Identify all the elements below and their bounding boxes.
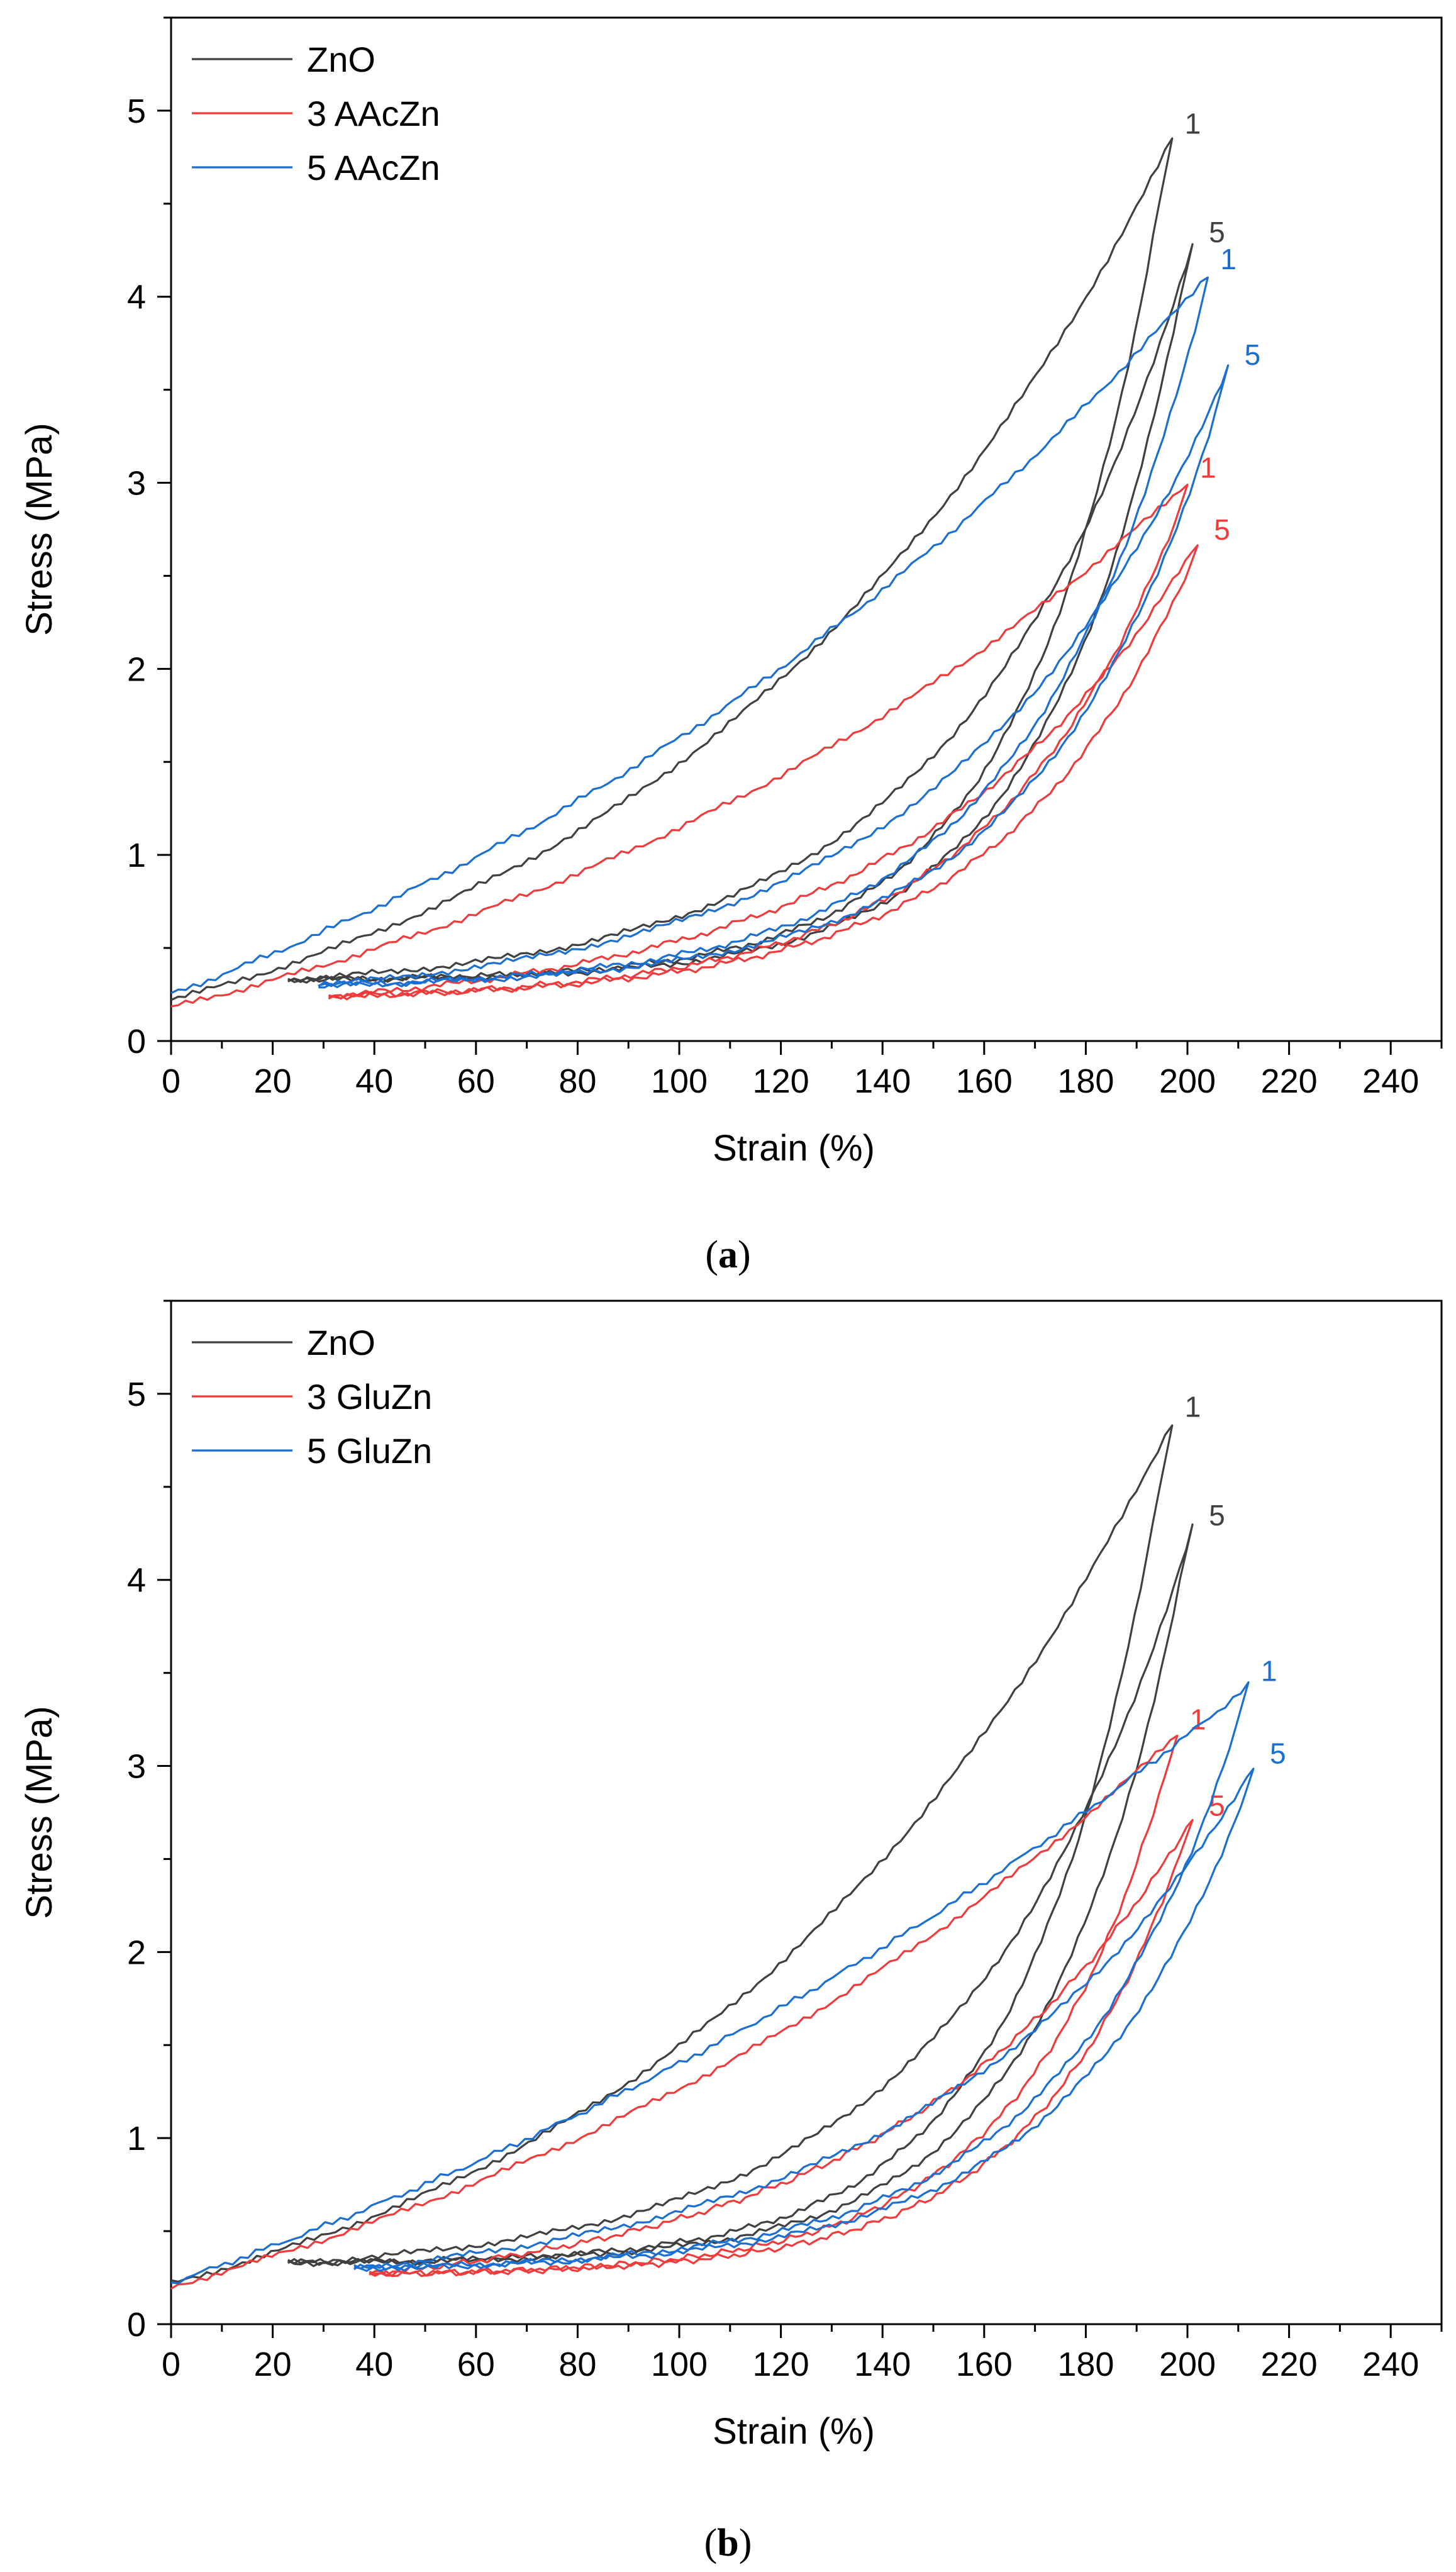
x-tick-label: 20 <box>254 1062 292 1100</box>
panel-a: 0 20 40 60 80 100 120 140 160 180 200 220 240 0 1 2 3 4 5 S… <box>0 0 1456 1283</box>
x-axis-label: Strain (%) <box>713 1128 875 1169</box>
x-tick-label: 120 <box>753 2346 809 2383</box>
x-tick-label: 60 <box>457 1062 495 1100</box>
x-tick-label: 0 <box>162 2346 181 2383</box>
x-tick-label: 100 <box>651 2346 708 2383</box>
panel-b: 0 20 40 60 80 100 120 140 160 180 200 220 240 0 1 2 3 4 5 S… <box>0 1283 1456 2572</box>
cycle-label: 1 <box>1261 1654 1277 1687</box>
y-tick-label: 2 <box>127 1934 146 1971</box>
series-line-5-gluzn-cycle-5 <box>353 1768 1255 2272</box>
panel-caption-a: (a) <box>705 1233 751 1276</box>
x-tick-label: 200 <box>1159 2346 1216 2383</box>
y-axis-label: Stress (MPa) <box>19 1706 60 1918</box>
y-tick-label: 3 <box>127 1748 146 1786</box>
x-tick-label: 0 <box>162 1062 181 1100</box>
x-tick-label: 220 <box>1261 2346 1318 2383</box>
x-axis-label: Strain (%) <box>713 2411 875 2452</box>
y-tick-label: 2 <box>127 650 146 688</box>
legend-label: 3 GluZn <box>307 1377 432 1417</box>
x-tick-label: 100 <box>651 1062 708 1100</box>
x-tick-label: 80 <box>559 1062 596 1100</box>
series-line-3-gluzn-cycle-1 <box>170 1734 1179 2290</box>
series-line-zno-cycle-1 <box>170 137 1174 1001</box>
series-line-3-aaczn-cycle-5 <box>328 544 1199 1000</box>
x-tick-label: 40 <box>355 1062 393 1100</box>
x-tick-label: 80 <box>559 2346 596 2383</box>
legend-label: ZnO <box>307 1323 375 1362</box>
series-line-5-aaczn-cycle-1 <box>170 276 1209 994</box>
x-tick-label: 140 <box>854 1062 911 1100</box>
y-tick-label: 5 <box>127 92 146 130</box>
y-tick-label: 4 <box>127 1562 146 1600</box>
series-line-3-aaczn-cycle-1 <box>170 483 1189 1008</box>
y-tick-label: 0 <box>127 2306 146 2344</box>
legend-label: 5 GluZn <box>307 1431 432 1471</box>
y-tick-label: 5 <box>127 1376 146 1413</box>
x-tick-label: 160 <box>956 1062 1013 1100</box>
legend-label: ZnO <box>307 40 375 79</box>
chart-b: 0 20 40 60 80 100 120 140 160 180 200 220 240 0 1 2 3 4 5 S… <box>19 1300 1443 2452</box>
series-line-5-gluzn-cycle-1 <box>170 1681 1250 2285</box>
legend-label: 3 AAcZn <box>307 94 440 133</box>
x-tick-label: 40 <box>355 2346 393 2383</box>
x-tick-label: 200 <box>1159 1062 1216 1100</box>
cycle-label: 5 <box>1270 1737 1286 1770</box>
y-tick-label: 4 <box>127 279 146 316</box>
cycle-label: 1 <box>1200 452 1216 484</box>
cycle-label: 5 <box>1245 338 1261 371</box>
series-line-zno-cycle-5 <box>287 243 1194 984</box>
cycle-label: 1 <box>1185 1390 1201 1423</box>
series-line-zno-cycle-1 <box>170 1424 1174 2283</box>
cycle-label: 1 <box>1185 107 1201 140</box>
series-line-5-aaczn-cycle-5 <box>318 364 1230 988</box>
plot-frame <box>170 1300 1443 2325</box>
cycle-label: 5 <box>1209 1499 1225 1532</box>
plot-frame <box>170 16 1443 1042</box>
x-tick-label: 180 <box>1057 1062 1114 1100</box>
cycle-label: 1 <box>1220 243 1236 276</box>
cycle-label: 5 <box>1209 216 1225 248</box>
y-tick-label: 1 <box>127 2120 146 2157</box>
x-tick-label: 180 <box>1057 2346 1114 2383</box>
panel-caption-b: (b) <box>704 2522 752 2564</box>
y-tick-label: 3 <box>127 465 146 503</box>
y-tick-label: 1 <box>127 837 146 874</box>
x-tick-label: 240 <box>1362 1062 1419 1100</box>
x-tick-label: 120 <box>753 1062 809 1100</box>
x-tick-label: 220 <box>1261 1062 1318 1100</box>
cycle-label: 5 <box>1214 513 1230 546</box>
chart-a: 0 20 40 60 80 100 120 140 160 180 200 220 240 0 1 2 3 4 5 S… <box>19 16 1443 1169</box>
x-tick-label: 20 <box>254 2346 292 2383</box>
y-axis-label: Stress (MPa) <box>19 423 60 635</box>
x-tick-label: 160 <box>956 2346 1013 2383</box>
series-line-zno-cycle-5 <box>287 1523 1194 2268</box>
x-tick-label: 140 <box>854 2346 911 2383</box>
legend-label: 5 AAcZn <box>307 148 440 187</box>
x-tick-label: 240 <box>1362 2346 1419 2383</box>
y-tick-label: 0 <box>127 1023 146 1061</box>
series-line-3-gluzn-cycle-5 <box>369 1818 1194 2278</box>
x-tick-label: 60 <box>457 2346 495 2383</box>
